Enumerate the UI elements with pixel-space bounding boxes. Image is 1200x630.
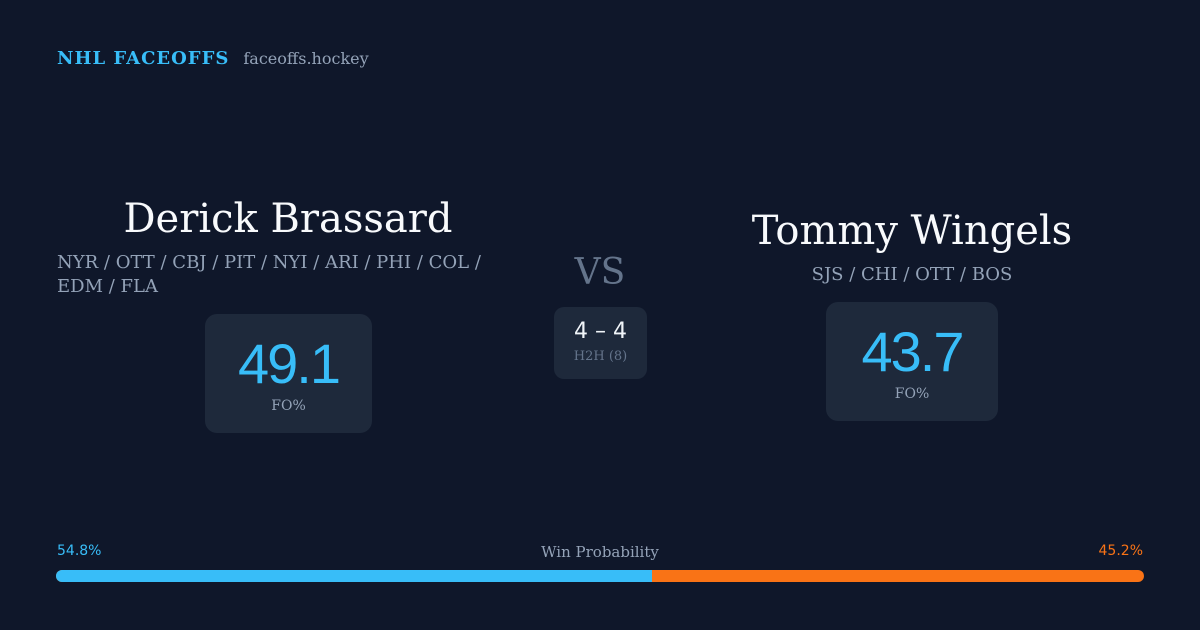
- player-right: Tommy Wingels SJS / CHI / OTT / BOS: [682, 205, 1142, 287]
- player-left-name: Derick Brassard: [123, 196, 453, 242]
- h2h-card: 4 – 4 H2H (8): [554, 307, 647, 379]
- h2h-label: H2H (8): [573, 349, 628, 364]
- win-probability-left-value: 54.8%: [57, 543, 102, 559]
- player-left: Derick Brassard NYR / OTT / CBJ / PIT / …: [57, 193, 519, 299]
- player-right-fo-value: 43.7: [861, 320, 965, 383]
- vs-label: VS: [574, 252, 626, 293]
- win-probability-title: Win Probability: [541, 543, 659, 561]
- player-left-fo-card: 49.1 FO%: [205, 314, 372, 433]
- player-right-name: Tommy Wingels: [751, 208, 1073, 254]
- win-probability-labels: 54.8% Win Probability 45.2%: [57, 543, 1143, 563]
- player-left-fo-value: 49.1: [238, 332, 341, 395]
- h2h-score: 4 – 4: [574, 319, 627, 344]
- player-right-teams: SJS / CHI / OTT / BOS: [811, 264, 1013, 285]
- win-probability-right-value: 45.2%: [1098, 543, 1143, 559]
- win-probability-left-fill: [56, 570, 653, 582]
- brand-name[interactable]: NHL FACEOFFS: [57, 48, 230, 69]
- brand-url[interactable]: faceoffs.hockey: [243, 49, 369, 68]
- player-left-teams: NYR / OTT / CBJ / PIT / NYI / ARI / PHI …: [57, 252, 481, 297]
- player-left-fo-label: FO%: [271, 398, 306, 414]
- player-right-fo-label: FO%: [894, 386, 930, 402]
- win-probability-bar: [56, 570, 1144, 582]
- brand-header: NHL FACEOFFS faceoffs.hockey: [57, 48, 369, 69]
- player-right-fo-card: 43.7 FO%: [826, 302, 998, 421]
